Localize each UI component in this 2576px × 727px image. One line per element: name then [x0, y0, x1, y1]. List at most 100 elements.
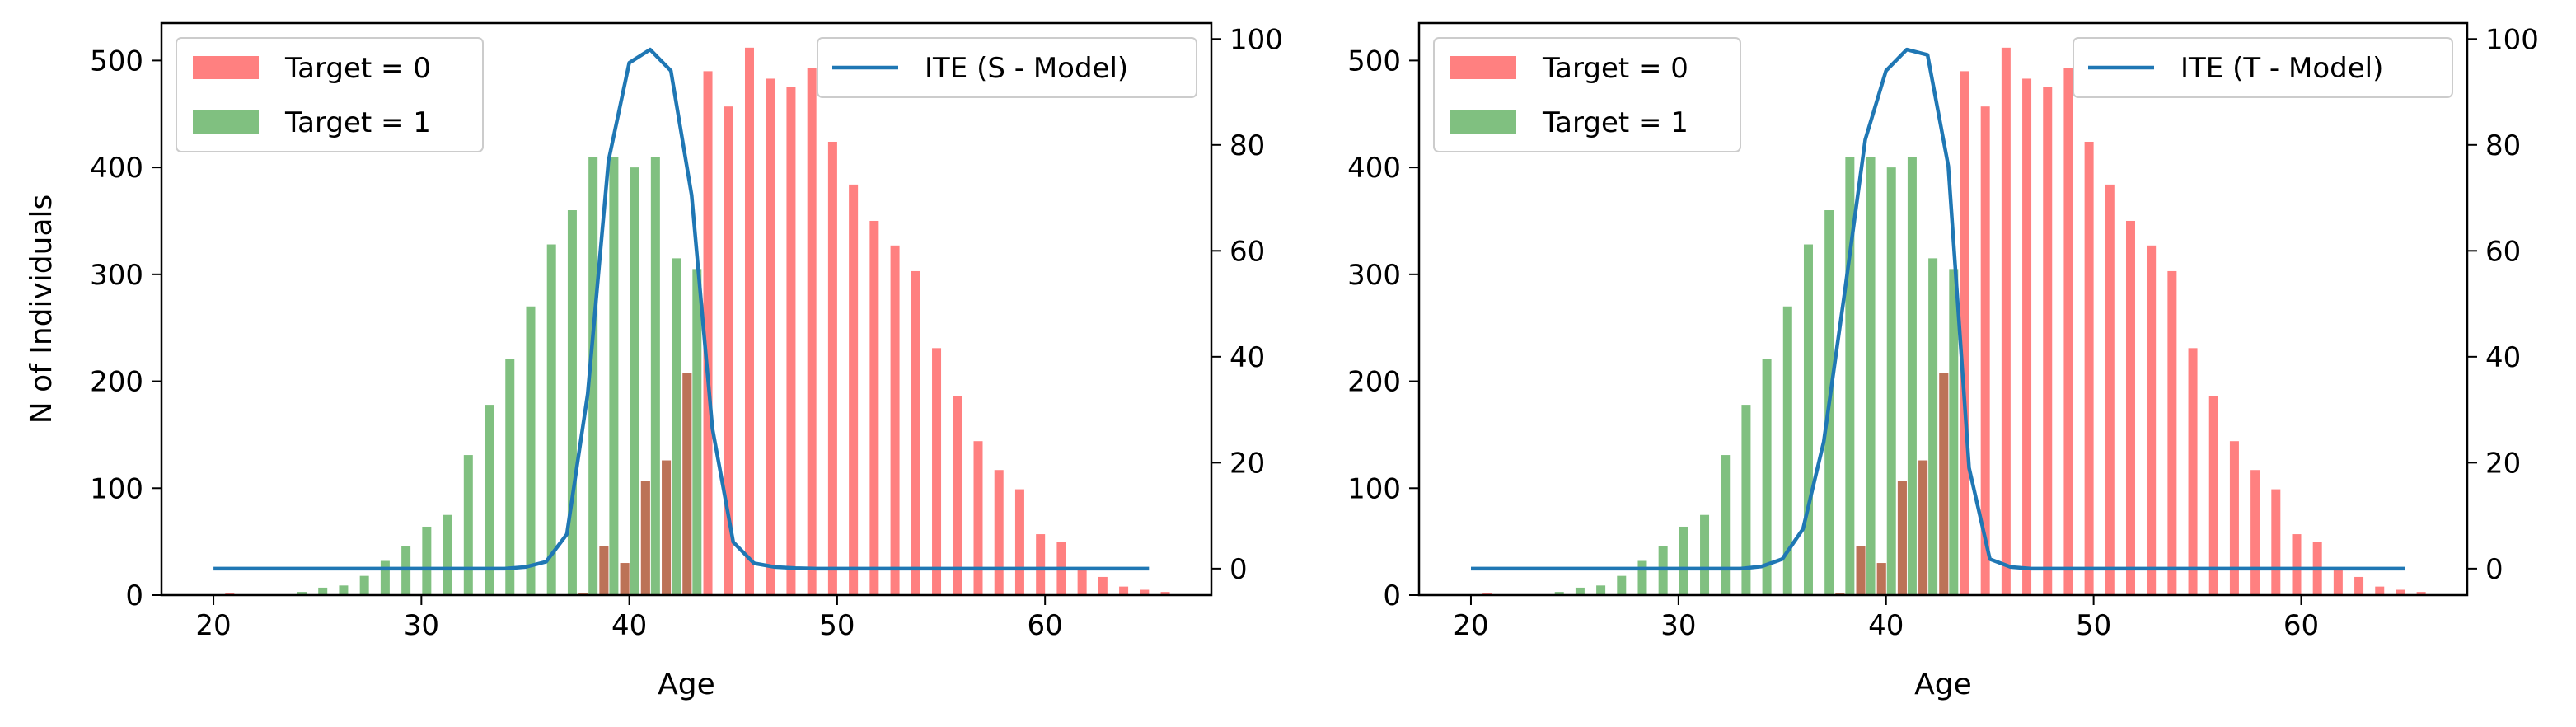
x-tick-label: 30 — [1660, 609, 1696, 642]
x-axis-label: Age — [658, 668, 715, 701]
bar-target0 — [1014, 489, 1024, 595]
bar-overlap — [1835, 593, 1845, 595]
bar-target0 — [2188, 348, 2198, 595]
bar-target0 — [225, 593, 235, 595]
bar-target0 — [1119, 586, 1129, 595]
bar-overlap — [662, 460, 672, 595]
y-left-tick-label: 500 — [90, 45, 143, 77]
bar-target1 — [505, 359, 515, 595]
y-left-tick-label: 400 — [1347, 152, 1401, 185]
x-tick-label: 40 — [1868, 609, 1904, 642]
chart-panel-1: 20 30 40 50 60 0 100 200 300 400 500 0 20 40 60 80 100 Ag… — [25, 21, 1283, 701]
bar-target1 — [463, 455, 473, 595]
bar-target1 — [359, 575, 369, 595]
bar-target0 — [953, 396, 962, 595]
bar-target0 — [2084, 141, 2094, 596]
line-legend-box — [2073, 37, 2453, 98]
legend-swatch-target0 — [1450, 56, 1516, 79]
bar-overlap — [1856, 546, 1866, 595]
bar-target1 — [422, 526, 432, 595]
bar-target1 — [1803, 244, 1813, 595]
bar-target1 — [588, 157, 598, 595]
bar-target0 — [807, 68, 817, 596]
legend-swatch-target1 — [1450, 110, 1516, 134]
y-right-tick-label: 0 — [2485, 553, 2503, 586]
axes-frame — [1417, 21, 2469, 597]
bar-target1 — [1679, 526, 1688, 595]
bar-target0 — [2043, 87, 2053, 595]
bar-target0 — [1960, 71, 1969, 595]
line-legend-box — [817, 37, 1197, 98]
y-left-tick-label: 200 — [1347, 366, 1401, 399]
x-tick-label: 30 — [404, 609, 439, 642]
bar-overlap — [599, 546, 609, 595]
bar-target0 — [2396, 589, 2405, 595]
bar-target0 — [2250, 470, 2260, 595]
y-left-tick-label: 200 — [90, 366, 143, 399]
bar-overlap — [682, 373, 692, 595]
ite-line — [213, 47, 1150, 571]
y-left-tick-label: 0 — [125, 579, 143, 612]
y-axis-label: N of Individuals — [25, 195, 59, 424]
bar-target0 — [786, 87, 796, 595]
bar-target0 — [2271, 489, 2281, 595]
bars-group — [225, 47, 1170, 596]
bar-target0 — [994, 470, 1004, 595]
x-tick-label: 50 — [819, 609, 855, 642]
bar-target1 — [401, 546, 411, 595]
x-tick-label: 50 — [2076, 609, 2111, 642]
legend-swatch-target1 — [193, 110, 259, 134]
line-legend: ITE (S - Model) — [817, 37, 1197, 98]
line-legend: ITE (T - Model) — [2073, 37, 2453, 98]
bar-target0 — [2375, 586, 2385, 595]
bar-target1 — [1886, 167, 1896, 596]
bar-target0 — [2125, 220, 2135, 595]
bar-target1 — [1617, 575, 1627, 595]
bar-target0 — [2022, 78, 2032, 595]
bar-target0 — [2416, 592, 2426, 595]
y-right-tick-label: 60 — [1229, 235, 1265, 268]
bar-target0 — [911, 270, 920, 595]
bar-target1 — [1762, 359, 1772, 595]
bar-target0 — [1160, 592, 1170, 595]
legend-label-target1: Target = 1 — [284, 106, 431, 139]
bar-target0 — [973, 441, 983, 595]
legend-label-ite: ITE (T - Model) — [2180, 52, 2383, 85]
bar-target1 — [1658, 546, 1668, 595]
legend-label-target1: Target = 1 — [1542, 106, 1688, 139]
legend-label-target0: Target = 0 — [284, 52, 431, 85]
bar-target0 — [744, 47, 754, 596]
bar-target0 — [2354, 576, 2364, 595]
bar-target1 — [1575, 587, 1585, 595]
bar-target0 — [2229, 441, 2239, 595]
chart-panel-2: 20 30 40 50 60 0 100 200 300 400 500 0 20 40 60 80 100 Ag… — [1347, 21, 2539, 701]
bar-target0 — [2333, 567, 2343, 595]
y-left-tick-label: 0 — [1383, 579, 1401, 612]
y-right-tick-label: 20 — [2485, 447, 2521, 480]
bar-target1 — [1866, 157, 1876, 595]
bar-target0 — [724, 106, 733, 596]
bar-target0 — [2292, 534, 2302, 595]
ite-line — [1471, 47, 2405, 571]
x-tick-label: 20 — [1453, 609, 1488, 642]
x-tick-label: 60 — [2283, 609, 2319, 642]
bar-overlap — [1897, 481, 1907, 595]
bar-target1 — [339, 585, 349, 595]
y-left-tick-label: 500 — [1347, 45, 1401, 77]
y-left-tick-label: 300 — [90, 259, 143, 292]
y-right-tick-label: 60 — [2485, 235, 2521, 268]
bar-target0 — [1482, 593, 1492, 595]
axes-frame — [160, 21, 1213, 597]
y-left-tick-label: 100 — [1347, 472, 1401, 505]
bar-target1 — [1596, 585, 1606, 595]
bar-target0 — [2001, 47, 2011, 596]
bar-target1 — [609, 157, 619, 595]
bar-target0 — [766, 78, 775, 595]
y-left-tick-label: 400 — [90, 152, 143, 185]
bar-target0 — [1980, 106, 1990, 596]
y-right-tick-label: 80 — [2485, 129, 2521, 162]
bar-target0 — [1098, 576, 1108, 595]
y-right-tick-label: 40 — [1229, 341, 1265, 374]
bar-target1 — [1907, 157, 1917, 595]
bar-target0 — [2167, 270, 2177, 595]
